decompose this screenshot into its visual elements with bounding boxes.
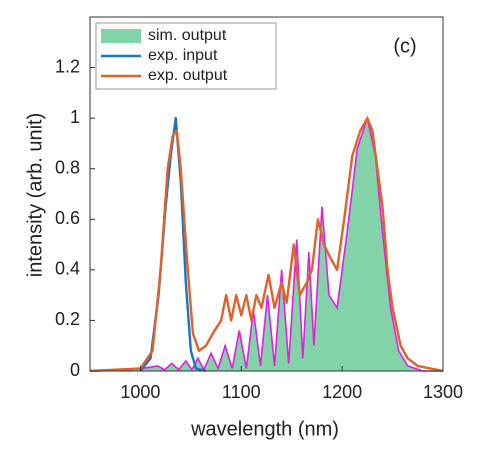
y-tick-label: 1.2 [55, 56, 80, 76]
area [90, 118, 443, 372]
y-tick-label: 0 [70, 360, 80, 380]
x-tick-label: 1200 [322, 382, 362, 402]
line [139, 116, 207, 373]
annotation: (c) [393, 35, 416, 57]
plot-frame [89, 16, 444, 372]
legend-label: exp. output [148, 67, 228, 84]
area-edge [89, 115, 443, 372]
y-tick-label: 0.4 [55, 259, 80, 279]
y-tick-label: 0.6 [55, 208, 80, 228]
x-tick-label: 1300 [423, 382, 463, 402]
y-tick-label: 0.8 [55, 157, 80, 177]
legend-label: sim. output [148, 27, 227, 44]
y-axis-label: intensity (arb. unit) [24, 113, 46, 278]
y-tick-label: 1 [70, 107, 80, 127]
y-tick-label: 0.2 [55, 309, 80, 329]
x-axis-label: wavelength (nm) [190, 418, 339, 440]
x-tick-label: 1100 [222, 382, 261, 402]
line [89, 116, 444, 373]
x-tick-label: 1000 [120, 382, 160, 402]
legend-label: exp. input [148, 47, 218, 64]
legend-swatch [101, 29, 141, 43]
